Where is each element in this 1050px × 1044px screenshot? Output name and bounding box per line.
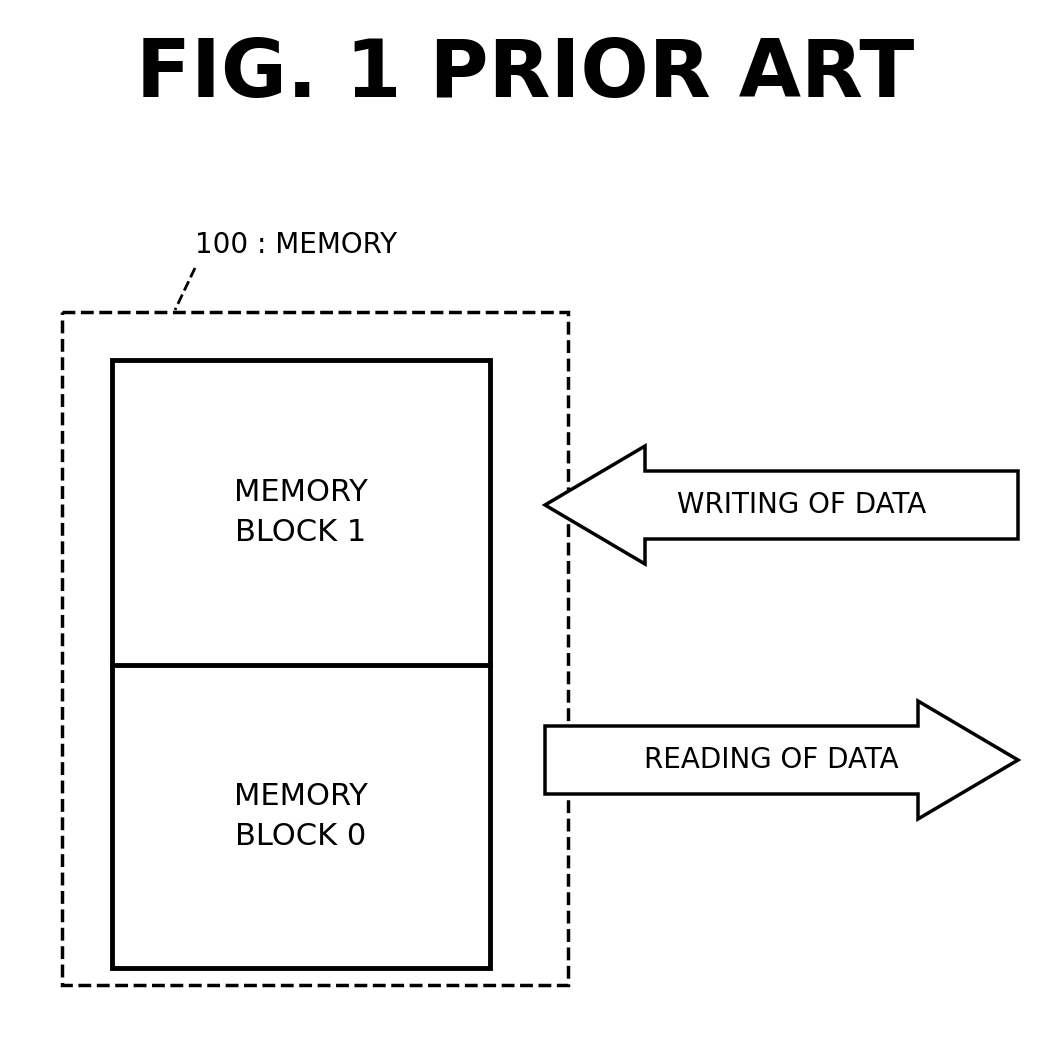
Polygon shape	[545, 701, 1018, 818]
Text: READING OF DATA: READING OF DATA	[645, 746, 899, 774]
Text: MEMORY
BLOCK 1: MEMORY BLOCK 1	[234, 478, 368, 547]
Text: WRITING OF DATA: WRITING OF DATA	[677, 491, 926, 519]
Text: MEMORY
BLOCK 0: MEMORY BLOCK 0	[234, 782, 368, 851]
Text: 100 : MEMORY: 100 : MEMORY	[195, 231, 397, 259]
Polygon shape	[545, 446, 1018, 564]
Bar	[62, 312, 568, 984]
Text: FIG. 1 PRIOR ART: FIG. 1 PRIOR ART	[135, 35, 915, 114]
Bar	[112, 360, 490, 968]
